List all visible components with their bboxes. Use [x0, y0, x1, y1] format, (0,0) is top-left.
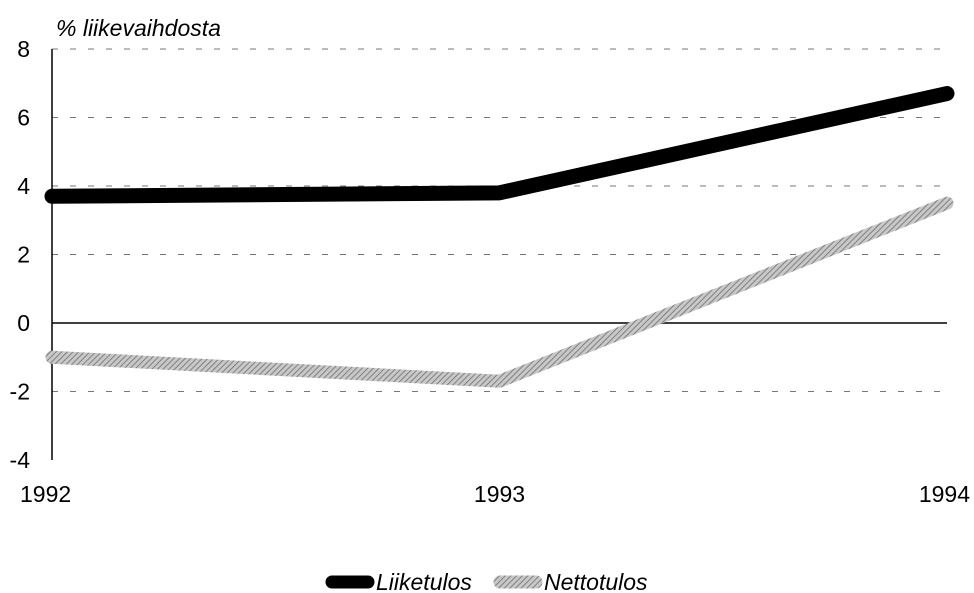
series-line-nettotulos [45, 196, 954, 388]
y-tick-label-4: 4 [17, 173, 30, 199]
x-tick-label-1994: 1994 [919, 481, 970, 507]
legend: Liiketulos Nettotulos [325, 569, 648, 593]
y-tick-label--2: -2 [10, 379, 30, 405]
y-tick-label-0: 0 [17, 310, 30, 336]
gridlines [52, 48, 947, 392]
y-axis-title: % liikevaihdosta [56, 15, 221, 41]
x-tick-label-1993: 1993 [474, 481, 525, 507]
y-tick-labels: 8 6 4 2 0 -2 -4 [10, 36, 31, 473]
y-tick-label-2: 2 [17, 242, 30, 268]
series-line-liiketulos [44, 86, 955, 204]
y-tick-label-8: 8 [17, 36, 30, 62]
y-tick-label-6: 6 [17, 105, 30, 131]
series-lines [44, 86, 955, 388]
y-tick-label--4: -4 [10, 447, 31, 473]
x-tick-labels: 1992 1993 1994 [20, 481, 970, 507]
x-tick-label-1992: 1992 [20, 481, 71, 507]
legend-label-liiketulos: Liiketulos [376, 569, 472, 593]
legend-label-nettotulos: Nettotulos [544, 569, 648, 593]
